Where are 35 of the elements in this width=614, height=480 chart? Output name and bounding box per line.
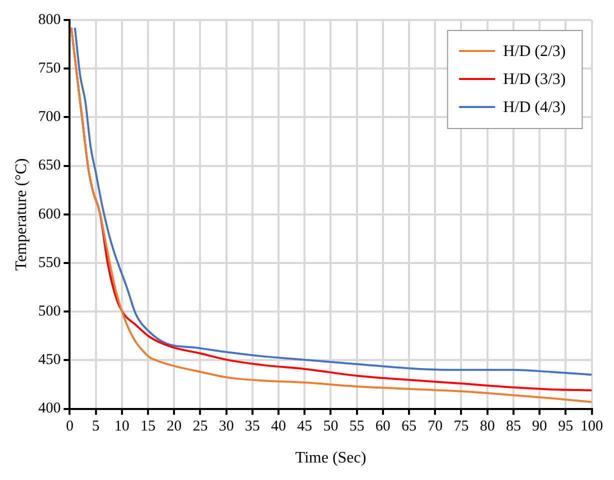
legend-label: H/D (2/3) — [503, 43, 566, 60]
x-tick-label: 95 — [558, 418, 574, 435]
legend-label: H/D (3/3) — [503, 71, 566, 88]
x-tick-label: 10 — [114, 418, 130, 435]
y-tick-label: 500 — [38, 304, 61, 320]
x-tick-label: 20 — [166, 418, 182, 435]
x-tick-label: 75 — [454, 418, 469, 435]
x-tick-label: 65 — [402, 418, 417, 435]
legend-label: H/D (4/3) — [503, 99, 566, 116]
y-tick-label: 700 — [38, 109, 61, 126]
x-tick-label: 45 — [297, 418, 312, 435]
x-tick-label: 35 — [244, 418, 260, 435]
y-axis-title: Temperature (°C) — [12, 158, 30, 271]
x-tick-label: 55 — [349, 418, 364, 435]
y-tick-label: 800 — [38, 12, 61, 28]
y-tick-label: 650 — [38, 158, 61, 174]
x-tick-label: 25 — [192, 418, 208, 435]
y-tick-label: 400 — [38, 400, 61, 417]
x-tick-label: 30 — [218, 418, 234, 435]
x-tick-label: 15 — [140, 418, 156, 435]
x-tick-label: 90 — [532, 418, 548, 435]
x-tick-label: 70 — [428, 418, 443, 435]
x-axis-title: Time (Sec) — [295, 450, 366, 467]
x-tick-label: 40 — [271, 418, 286, 435]
x-tick-label: 5 — [92, 418, 100, 435]
y-tick-label: 550 — [38, 254, 61, 271]
y-tick-label: 450 — [38, 352, 61, 368]
x-tick-label: 50 — [323, 418, 338, 435]
x-tick-label: 60 — [375, 418, 390, 435]
y-tick-label: 600 — [38, 206, 61, 222]
x-tick-label: 85 — [506, 418, 521, 435]
x-tick-label: 100 — [580, 418, 603, 435]
x-tick-label: 80 — [480, 418, 495, 435]
y-tick-label: 750 — [38, 60, 61, 77]
x-tick-label: 0 — [66, 418, 74, 435]
